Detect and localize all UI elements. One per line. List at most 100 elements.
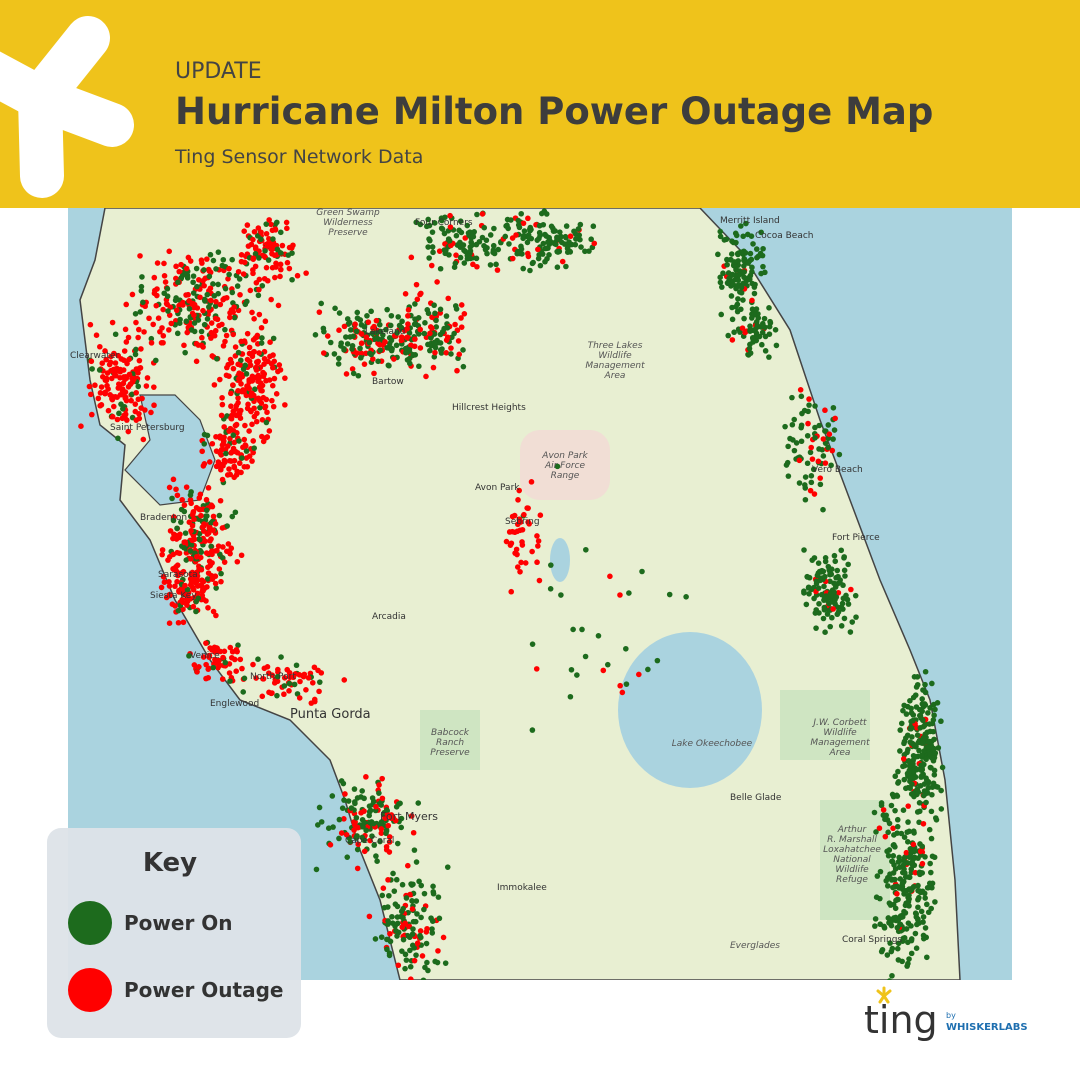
- sensor-dot: [199, 448, 205, 455]
- sensor-dot: [391, 356, 397, 362]
- sensor-dot: [266, 235, 272, 242]
- sensor-dot: [748, 315, 755, 321]
- sensor-dot: [359, 834, 366, 841]
- sensor-dot: [481, 224, 488, 231]
- sensor-dot: [187, 492, 194, 498]
- sensor-dot: [888, 802, 895, 809]
- logo-name: ting: [864, 998, 938, 1042]
- sensor-dot: [724, 261, 730, 268]
- sensor-dot: [595, 632, 602, 639]
- sensor-dot: [733, 303, 739, 310]
- sensor-dot: [826, 431, 833, 437]
- sensor-dot: [235, 395, 241, 401]
- sensor-dot: [320, 350, 327, 356]
- sensor-dot: [908, 950, 915, 957]
- sensor-dot: [822, 554, 829, 561]
- sensor-dot: [205, 485, 212, 491]
- key-swatch: [68, 901, 112, 945]
- map-labels: Green Swamp Wilderness Preserve Four Corne…: [70, 208, 902, 951]
- sensor-dot: [350, 333, 356, 340]
- sensor-dot: [746, 345, 753, 352]
- map-label: Siesta Key: [150, 591, 197, 601]
- sensor-dot: [215, 249, 222, 255]
- sensor-dot: [731, 329, 737, 336]
- sensor-dot: [453, 306, 460, 312]
- wma: [780, 690, 870, 760]
- sensor-dot: [832, 558, 839, 565]
- sensor-dot: [194, 283, 200, 290]
- sensor-dot: [409, 882, 415, 888]
- map-label: Four Corners: [415, 218, 473, 228]
- sensor-dot: [831, 427, 838, 433]
- sensor-dot: [253, 364, 259, 371]
- sensor-dot: [524, 239, 531, 246]
- sensor-dot: [404, 334, 410, 341]
- sensor-dot: [871, 809, 878, 816]
- sensor-dot: [241, 228, 248, 235]
- sensor-dot: [370, 356, 376, 362]
- sensor-dot: [908, 849, 914, 856]
- sensor-dot: [920, 735, 927, 742]
- sensor-dot: [378, 802, 385, 808]
- sensor-dot: [421, 330, 428, 337]
- sensor-dot: [354, 846, 361, 853]
- sensor-dot: [516, 516, 523, 523]
- sensor-dot: [148, 409, 154, 416]
- sensor-dot: [160, 306, 166, 313]
- sensor-dot: [197, 506, 203, 513]
- sensor-dot: [464, 222, 471, 229]
- sensor-dot: [190, 273, 197, 279]
- sensor-dot: [110, 403, 117, 410]
- sensor-dot: [741, 263, 747, 269]
- sensor-dot: [753, 246, 760, 252]
- sensor-dot: [191, 662, 198, 668]
- sensor-dot: [900, 756, 907, 762]
- sensor-dot: [918, 767, 925, 773]
- sensor-dot: [534, 533, 540, 539]
- sensor-dot: [166, 620, 173, 626]
- sensor-dot: [567, 233, 574, 240]
- sensor-dot: [229, 448, 236, 455]
- sensor-dot: [429, 325, 435, 331]
- sensor-dot: [371, 323, 377, 330]
- sensor-dot: [361, 808, 367, 814]
- sensor-dot: [928, 808, 935, 815]
- map-label: Coral Springs: [842, 935, 902, 945]
- sensor-dot: [889, 972, 895, 979]
- sensor-dot: [916, 706, 923, 713]
- sensor-dot: [87, 391, 94, 398]
- sensor-dot: [204, 513, 210, 519]
- sensor-dot: [232, 509, 239, 516]
- sensor-dot: [161, 273, 168, 279]
- sensor-dot: [898, 830, 905, 837]
- sensor-dot: [243, 448, 250, 454]
- sensor-dot: [922, 681, 928, 688]
- sensor-dot: [718, 311, 725, 318]
- sensor-dot: [535, 246, 541, 253]
- sensor-dot: [412, 336, 418, 342]
- sensor-dot: [194, 583, 201, 589]
- sensor-dot: [385, 904, 391, 910]
- sensor-dot: [525, 519, 531, 525]
- map-label: Green Swamp Wilderness Preserve: [316, 208, 380, 238]
- sensor-dot: [845, 601, 852, 607]
- sensor-dot: [429, 918, 436, 924]
- sensor-dot: [369, 795, 376, 801]
- sensor-dot: [822, 407, 828, 414]
- sensor-dot: [386, 952, 393, 959]
- sensor-dot: [893, 897, 899, 904]
- sensor-dot: [387, 322, 394, 329]
- sensor-dot: [263, 230, 270, 237]
- sensor-dot: [411, 847, 418, 853]
- sensor-dot: [908, 791, 915, 797]
- sensor-dot: [516, 487, 522, 494]
- sensor-dot: [469, 242, 475, 248]
- sensor-dot: [138, 283, 145, 290]
- sensor-dot: [211, 382, 218, 388]
- sensor-dot: [806, 590, 812, 597]
- sensor-dot: [233, 412, 239, 419]
- sensor-dot: [927, 705, 933, 711]
- sensor-dot: [925, 744, 931, 750]
- sensor-dot: [190, 279, 196, 286]
- sensor-dot: [924, 884, 931, 891]
